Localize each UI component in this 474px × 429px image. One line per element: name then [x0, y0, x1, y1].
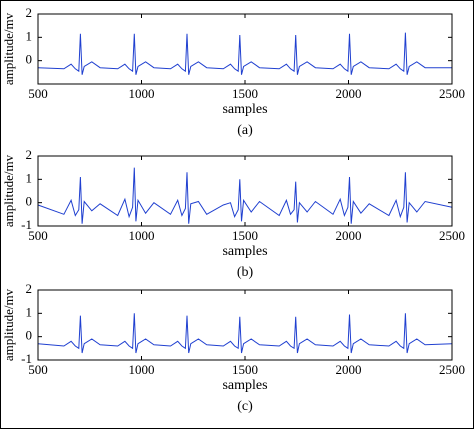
y-tick-label: -1	[21, 351, 32, 366]
x-tick-label: 500	[28, 86, 48, 101]
x-tick-label: 1500	[232, 86, 258, 101]
axes-box	[37, 289, 453, 361]
x-tick-label: 1500	[232, 228, 258, 243]
y-tick-label: 0	[26, 328, 33, 343]
x-tick-label: 1000	[129, 86, 155, 101]
caption: (a)	[237, 123, 253, 138]
y-tick-label: 0	[26, 52, 33, 67]
caption: (b)	[237, 265, 254, 280]
y-axis-label: amplitude/mv	[1, 154, 16, 227]
signal-line	[37, 167, 453, 224]
signal-line	[37, 313, 453, 354]
y-axis-label: amplitude/mv	[1, 12, 16, 85]
x-tick-label: 2000	[336, 86, 362, 101]
y-tick-label: 1	[26, 304, 33, 319]
caption: (c)	[237, 399, 253, 414]
y-tick-label: 1	[26, 170, 33, 185]
x-axis-label: samples	[222, 244, 267, 259]
x-axis-label: samples	[222, 102, 267, 117]
y-tick-label: -1	[21, 217, 32, 232]
x-tick-label: 2000	[336, 228, 362, 243]
signal-line	[37, 32, 452, 75]
y-tick-label: 1	[26, 28, 33, 43]
x-tick-label: 2500	[439, 228, 465, 243]
y-tick-label: 2	[26, 281, 33, 296]
x-tick-label: 1500	[232, 362, 258, 377]
x-tick-label: 1000	[129, 362, 155, 377]
y-tick-label: 2	[26, 5, 33, 20]
x-axis-label: samples	[222, 378, 267, 393]
y-axis-label: amplitude/mv	[1, 288, 16, 361]
x-tick-label: 500	[28, 362, 48, 377]
x-tick-label: 2500	[439, 86, 465, 101]
x-tick-label: 2500	[439, 362, 465, 377]
x-tick-label: 2000	[336, 362, 362, 377]
axes-box	[37, 13, 453, 85]
y-tick-label: 0	[26, 194, 33, 209]
axes-box	[37, 155, 453, 227]
x-tick-label: 500	[28, 228, 48, 243]
x-tick-label: 1000	[129, 228, 155, 243]
y-tick-label: 2	[26, 147, 33, 162]
